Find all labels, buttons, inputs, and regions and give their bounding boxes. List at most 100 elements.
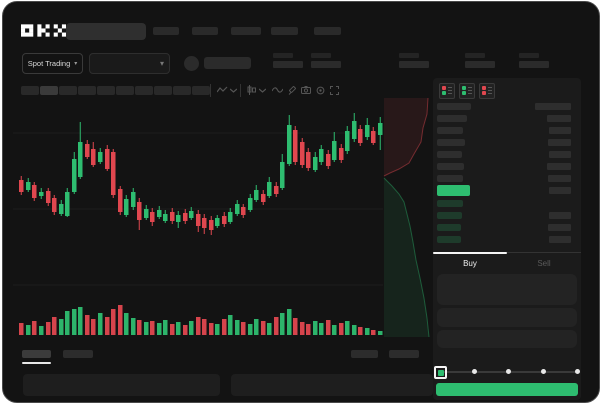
order-input-field[interactable] <box>437 330 577 348</box>
size-placeholder <box>548 175 571 182</box>
tab-buy[interactable]: Buy <box>463 259 477 268</box>
nav-item[interactable] <box>153 27 179 35</box>
fullscreen-icon[interactable] <box>328 84 340 96</box>
interval-button[interactable] <box>97 86 115 95</box>
orderbook-row[interactable] <box>433 163 581 170</box>
icon-line <box>448 90 452 91</box>
bottom-filter-placeholder[interactable] <box>351 350 378 358</box>
icon-line <box>488 90 492 91</box>
bottom-tab[interactable] <box>63 350 93 358</box>
nav-item[interactable] <box>192 27 218 35</box>
orderbook-row[interactable] <box>433 115 581 122</box>
size-placeholder <box>549 151 571 158</box>
stat-group <box>311 53 345 69</box>
price-placeholder <box>437 163 464 170</box>
tab-sell[interactable]: Sell <box>537 259 551 268</box>
interval-button[interactable] <box>154 86 172 95</box>
chevron-down-icon[interactable] <box>258 84 266 96</box>
icon-line <box>488 87 492 88</box>
search-input[interactable] <box>66 23 146 40</box>
stat-value-placeholder <box>399 61 429 68</box>
bottom-panel-right <box>231 374 433 396</box>
icon-block <box>462 86 466 90</box>
price-placeholder <box>437 212 462 219</box>
stat-group <box>273 53 307 69</box>
interval-button[interactable] <box>59 86 77 95</box>
interval-button[interactable] <box>21 86 39 95</box>
book-combined-icon[interactable] <box>439 83 455 99</box>
submit-order-button[interactable] <box>436 383 578 396</box>
price-placeholder <box>437 175 463 182</box>
slider-handle[interactable] <box>434 366 447 379</box>
slider-stop-dot[interactable] <box>575 369 580 374</box>
interval-button[interactable] <box>116 86 134 95</box>
order-input-field[interactable] <box>437 308 577 327</box>
toolbar-divider <box>240 84 241 97</box>
interval-button[interactable] <box>40 86 58 95</box>
bottom-tab[interactable] <box>22 350 51 358</box>
size-placeholder <box>549 236 571 243</box>
stat-value-placeholder <box>273 61 303 68</box>
chevron-down-icon[interactable] <box>229 84 237 96</box>
orderbook-trade-panel: Buy Sell <box>433 78 581 400</box>
icon-line <box>448 93 452 94</box>
orderbook-row[interactable] <box>433 139 581 146</box>
interval-button[interactable] <box>135 86 153 95</box>
slider-stop-dot[interactable] <box>471 369 477 374</box>
orderbook-row[interactable] <box>433 224 581 231</box>
orderbook-row[interactable] <box>433 236 581 243</box>
stat-value-placeholder <box>519 61 549 68</box>
bottom-filter-placeholder[interactable] <box>389 350 419 358</box>
orderbook-last-price-row[interactable] <box>433 185 581 196</box>
book-bids-icon[interactable] <box>459 83 475 99</box>
stat-value-placeholder <box>465 61 495 68</box>
stat-label-placeholder <box>311 53 331 58</box>
icon-block <box>482 91 486 95</box>
stat-label-placeholder <box>519 53 539 58</box>
icon-block <box>482 86 486 90</box>
stat-value-placeholder <box>311 61 341 68</box>
orderbook-row[interactable] <box>433 127 581 134</box>
nav-item[interactable] <box>231 27 261 35</box>
order-input-field[interactable] <box>437 274 577 305</box>
orderbook-row[interactable] <box>433 103 581 110</box>
trade-tabbar: Buy Sell <box>433 252 581 273</box>
market-type-dropdown[interactable]: Spot Trading ▾ <box>22 53 83 74</box>
line-type-icon[interactable] <box>271 84 283 96</box>
icon-line <box>468 93 472 94</box>
stat-label-placeholder <box>399 53 419 58</box>
interval-button[interactable] <box>173 86 191 95</box>
camera-icon[interactable] <box>300 84 312 96</box>
stat-group <box>399 53 433 69</box>
indicator-icon[interactable] <box>216 84 228 96</box>
orderbook-row[interactable] <box>433 175 581 182</box>
icon-line <box>468 90 472 91</box>
size-placeholder <box>548 224 571 231</box>
icon-block <box>442 86 446 90</box>
draw-icon[interactable] <box>286 84 298 96</box>
price-placeholder <box>437 127 463 134</box>
pair-selector-dropdown[interactable]: ▾ <box>89 53 170 74</box>
nav-item[interactable] <box>271 27 298 35</box>
icon-block <box>442 91 446 95</box>
orderbook-row[interactable] <box>433 200 581 207</box>
book-asks-icon[interactable] <box>479 83 495 99</box>
orderbook-row[interactable] <box>433 151 581 158</box>
market-type-label: Spot Trading <box>27 59 71 68</box>
settings-icon[interactable] <box>314 84 326 96</box>
icon-line <box>468 87 472 88</box>
slider-stop-dot[interactable] <box>506 369 511 374</box>
candle-style-icon[interactable] <box>245 84 257 96</box>
size-placeholder <box>547 115 571 122</box>
toolbar-divider <box>210 84 211 97</box>
price-placeholder <box>437 103 471 110</box>
orderbook-row[interactable] <box>433 212 581 219</box>
nav-item[interactable] <box>314 27 341 35</box>
slider-stop-dot[interactable] <box>540 369 546 374</box>
interval-button[interactable] <box>78 86 96 95</box>
stat-label-placeholder <box>273 53 293 58</box>
price-placeholder <box>437 224 461 231</box>
bottom-active-tab-underline <box>22 362 51 364</box>
interval-button[interactable] <box>192 86 210 95</box>
